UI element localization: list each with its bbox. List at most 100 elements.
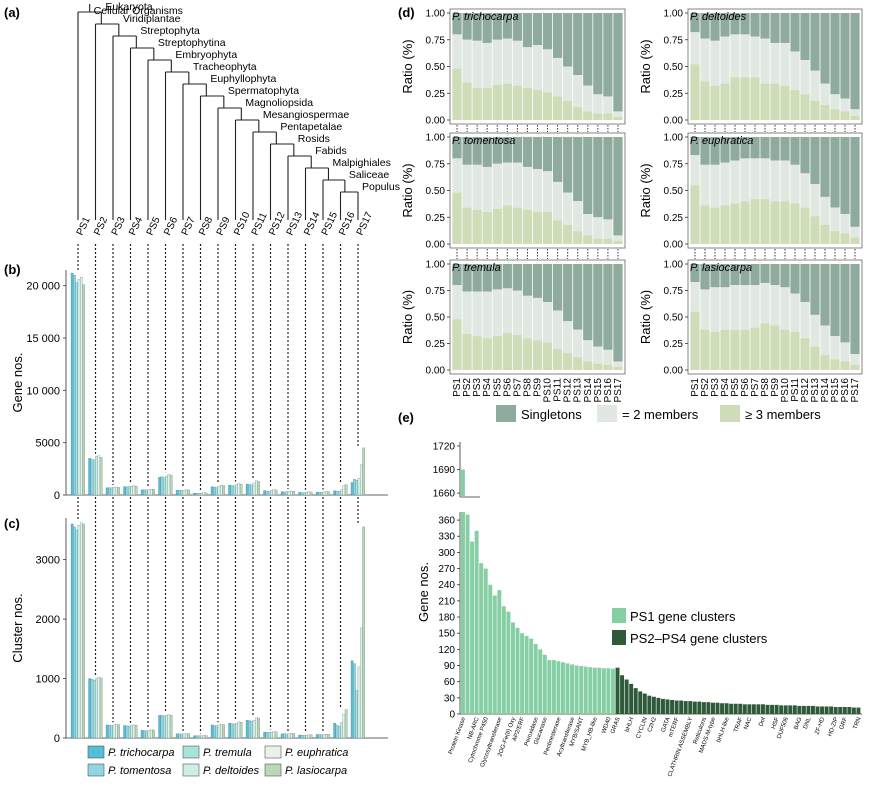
ratio-bar-three [770,201,780,244]
bar [115,724,118,739]
ratio-bar-two [820,196,830,225]
ratio-bar-singletons [603,264,613,350]
ratio-bar-singletons [750,137,760,159]
bar [77,279,81,496]
ratio-bar-two [583,214,593,236]
bar [125,486,129,496]
ps24-bar [711,702,715,714]
x-tick-label: PS15 [593,378,604,403]
y-tick-label: 90 [444,661,456,672]
bar [112,487,116,496]
ps24-bar [797,705,802,714]
ratio-bar-singletons [830,137,840,208]
bar [309,491,313,496]
ratio-bar-singletons [740,264,750,286]
ps24-bar [833,706,838,714]
y-tick-label: 0.50 [664,313,684,324]
ratio-bar-singletons [780,137,790,161]
bar [305,734,308,739]
bar [210,486,214,496]
x-tick-label: CYCLIN [636,717,649,740]
ps24-bar [733,703,738,714]
ratio-bar-three [542,342,553,370]
ps1-bar [488,584,493,714]
ratio-bar-two [760,158,770,200]
ps1-bar [511,622,515,714]
ratio-bar-three [800,94,810,120]
ratio-bar-singletons [552,137,563,182]
ratio-bar-two [603,96,613,114]
y-axis-title: Ratio (%) [400,290,415,344]
bar [305,492,308,496]
ratio-bar-singletons [690,264,700,283]
ratio-bar-three [492,84,502,120]
ratio-bar-singletons [552,264,563,311]
legend-label: P. deltoides [203,765,260,777]
ps1-bar [556,661,561,714]
ratio-bar-two [542,49,553,93]
bar [92,459,96,496]
bar [73,275,76,496]
ratio-bar-singletons [502,137,512,163]
ratio-bar-three [690,64,700,120]
ratio-bar-two [492,39,502,85]
y-tick-label: 1690 [433,465,456,476]
ratio-bar-singletons [593,137,603,218]
ratio-bar-two [770,160,780,202]
ratio-bar-singletons [522,137,533,167]
x-tick-label: PS2 [700,378,711,397]
ratio-bar-singletons [563,13,573,67]
bar [204,735,208,739]
ratio-bar-two [522,166,533,210]
ratio-bar-three [740,329,750,370]
bar [169,474,173,496]
bar [108,725,111,739]
ps24-bar [620,675,625,714]
bar [99,677,103,739]
y-tick-label: 330 [438,532,455,543]
bar [202,735,206,739]
ratio-bar-singletons [690,137,700,156]
ratio-bar-three [593,238,603,244]
bar [228,484,231,496]
ps1-bar [565,663,570,714]
ratio-bar-three [720,329,730,370]
y-tick-label: 0.50 [426,313,446,324]
ratio-bar-three [472,87,482,120]
ratio-bar-three [613,240,623,244]
bar [178,733,181,739]
bar [245,483,249,496]
ps1-bar [574,665,579,714]
ps1-bar [515,627,520,714]
ratio-bar-three [573,107,583,120]
legend-swatch [182,745,200,759]
y-tick-label: 0.50 [664,62,684,73]
ratio-bar-two [593,94,603,114]
ps24-bar [824,706,829,714]
bar [140,730,144,739]
ratio-bar-two [522,47,533,88]
panel-label-d: (d) [398,5,415,20]
tree-taxon-label: Tracheophyta [193,61,257,73]
bar [315,734,319,739]
ratio-bar-singletons [700,264,710,290]
x-tick-label: BAG [794,716,804,730]
x-tick-label: PS4 [720,378,731,397]
bar [335,490,339,496]
bar [230,485,234,496]
x-tick-label: WD40 [601,716,613,734]
bar [197,493,201,496]
bar [125,725,129,739]
y-axis-title: Ratio (%) [638,163,653,217]
ratio-bar-singletons [850,137,860,227]
bar [185,733,188,739]
ratio-bar-three [492,336,502,370]
ps1-bar [474,530,479,714]
bar [298,492,301,496]
bar [145,489,149,496]
ratio-bar-singletons [563,264,573,322]
bar [99,457,103,496]
bar [132,724,136,739]
bar [357,666,361,739]
ps1-bar [479,563,484,714]
